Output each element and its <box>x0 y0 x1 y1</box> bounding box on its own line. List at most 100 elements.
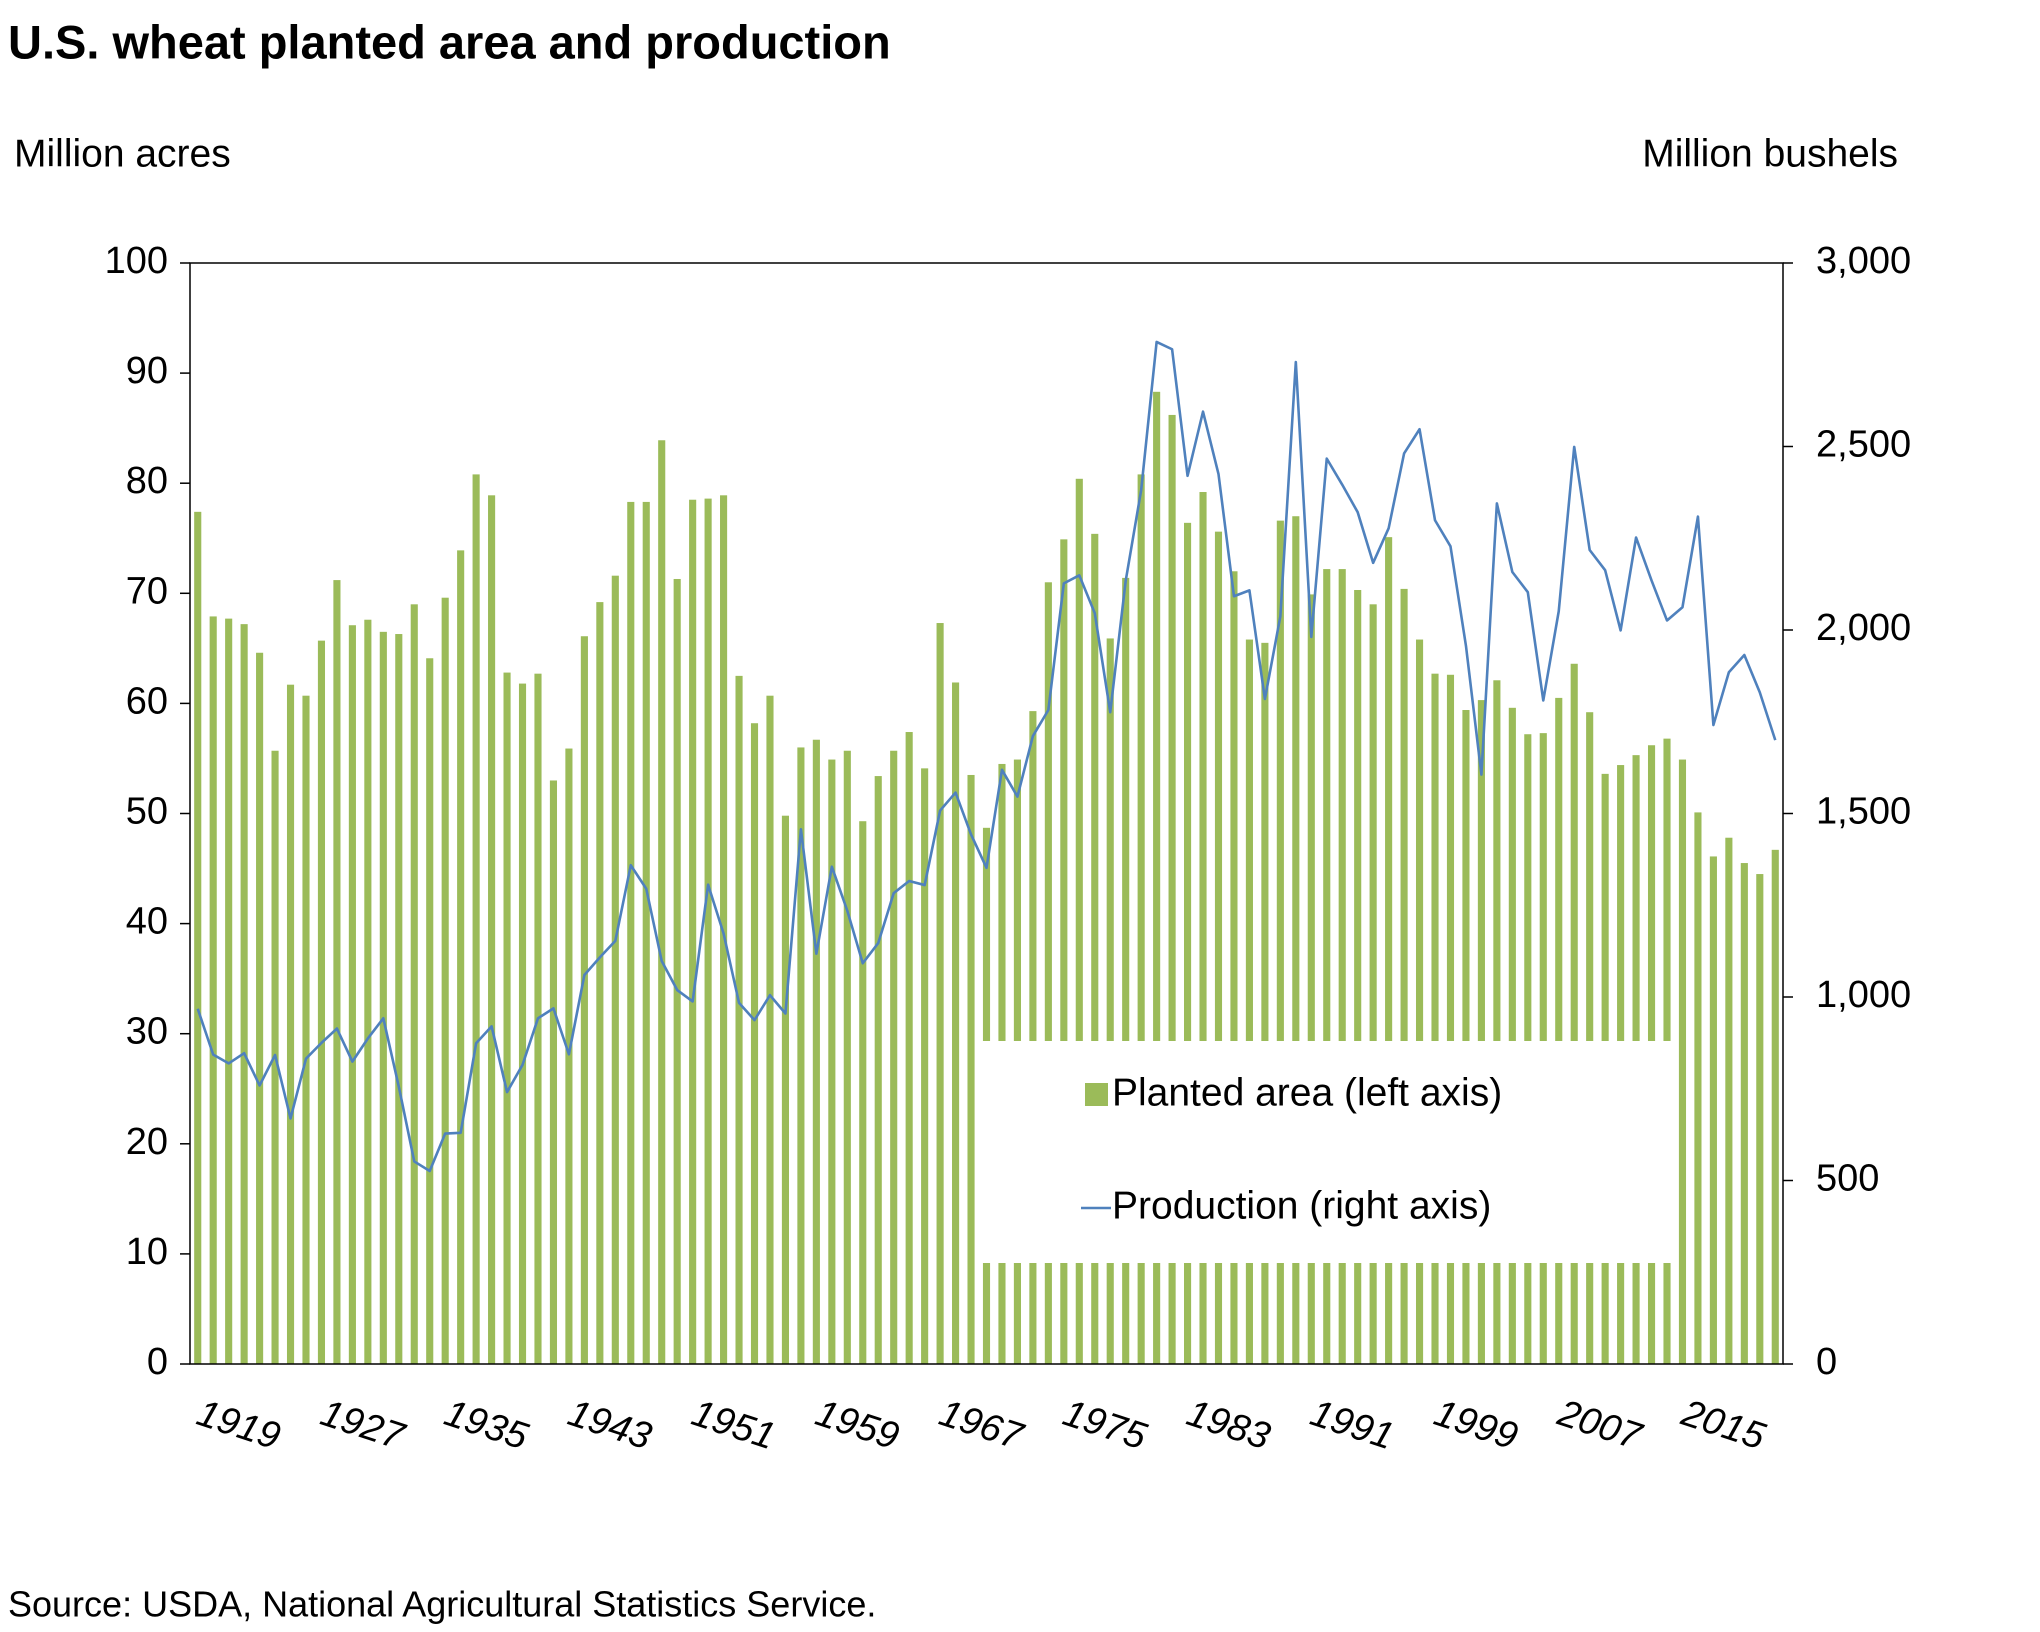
bar <box>1771 849 1779 1364</box>
bar <box>642 501 650 1364</box>
bar <box>658 440 666 1364</box>
bar <box>596 602 604 1364</box>
bar <box>611 575 619 1364</box>
y-tick-label: 60 <box>126 680 168 722</box>
bar <box>1323 569 1331 1364</box>
y-tick-label: 50 <box>126 791 168 833</box>
y2-axis-label: Million bushels <box>1642 132 1898 175</box>
bar <box>1508 707 1516 1364</box>
bar <box>333 580 341 1364</box>
bar <box>1245 639 1253 1364</box>
y2-tick-label: 2,000 <box>1816 607 1911 649</box>
bar <box>1029 711 1037 1364</box>
x-tick-label: 1943 <box>563 1392 656 1458</box>
bar <box>1477 700 1485 1364</box>
bar <box>472 474 480 1365</box>
bar <box>1570 663 1578 1364</box>
bar <box>426 658 434 1364</box>
bar <box>1709 856 1717 1364</box>
y2-tick-label: 1,500 <box>1816 791 1911 833</box>
bar <box>905 732 913 1364</box>
bar <box>1307 594 1315 1364</box>
y2-tick-label: 500 <box>1816 1158 1879 1200</box>
bar <box>240 624 248 1364</box>
bar <box>1586 712 1594 1364</box>
bar <box>828 759 836 1364</box>
y-tick-label: 70 <box>126 570 168 612</box>
bar <box>1462 710 1470 1364</box>
legend-label: Planted area (left axis) <box>1112 1071 1502 1114</box>
plot-frame <box>189 262 1784 1365</box>
bar <box>1694 812 1702 1364</box>
bar <box>457 550 465 1364</box>
x-tick-label: 1999 <box>1429 1392 1522 1458</box>
bar <box>766 695 774 1364</box>
bar <box>1292 516 1300 1364</box>
y-tick-label: 20 <box>126 1121 168 1163</box>
x-tick-label: 1967 <box>934 1392 1029 1459</box>
bar <box>1184 522 1192 1364</box>
bar <box>1060 539 1068 1364</box>
legend-label: Production (right axis) <box>1112 1184 1491 1227</box>
bar <box>395 634 403 1364</box>
bar <box>627 501 635 1364</box>
bar <box>812 739 820 1364</box>
bar <box>317 640 326 1364</box>
bar <box>1678 759 1687 1364</box>
bar <box>1044 582 1052 1364</box>
bar <box>890 750 898 1364</box>
bar <box>859 821 867 1364</box>
x-tick-label: 1919 <box>192 1392 285 1458</box>
bar <box>256 652 264 1364</box>
chart-title: U.S. wheat planted area and production <box>8 15 891 68</box>
x-tick-label: 1927 <box>316 1392 411 1459</box>
x-tick-label: 2007 <box>1552 1392 1648 1459</box>
bar <box>1091 533 1099 1364</box>
bar <box>673 578 681 1364</box>
x-tick-label: 1951 <box>687 1392 780 1458</box>
bar <box>286 684 295 1364</box>
bar <box>1137 474 1145 1365</box>
bar <box>364 619 372 1364</box>
bar <box>1385 537 1393 1364</box>
bar <box>1168 414 1176 1364</box>
x-tick-label: 1983 <box>1182 1392 1275 1458</box>
bar <box>797 747 805 1364</box>
bar <box>1740 863 1748 1364</box>
bar <box>1153 391 1161 1364</box>
bar <box>1446 674 1455 1364</box>
bar <box>781 815 789 1364</box>
bar <box>348 625 356 1364</box>
bar <box>936 623 944 1364</box>
bar <box>565 748 573 1364</box>
y-axis-label: Million acres <box>14 132 231 175</box>
x-tick-label: 1959 <box>810 1392 903 1458</box>
y-tick-label: 40 <box>126 901 168 943</box>
bar <box>921 768 929 1364</box>
bar <box>1400 588 1408 1364</box>
legend-box <box>981 1041 1676 1263</box>
y-tick-label: 90 <box>126 350 168 392</box>
bar <box>441 597 449 1364</box>
bar <box>1725 837 1733 1364</box>
bar <box>1415 639 1424 1364</box>
x-tick-label: 1991 <box>1305 1392 1398 1458</box>
y2-tick-label: 3,000 <box>1816 240 1911 282</box>
bar <box>1493 680 1501 1364</box>
bar <box>1354 589 1362 1364</box>
source-note: Source: USDA, National Agricultural Stat… <box>8 1584 876 1625</box>
bar <box>194 511 202 1364</box>
bar <box>1756 874 1764 1364</box>
bar <box>735 675 743 1364</box>
y-tick-label: 30 <box>126 1011 168 1053</box>
y-tick-label: 100 <box>105 240 168 282</box>
bar <box>488 495 496 1364</box>
bar <box>750 723 759 1364</box>
y-tick-label: 10 <box>126 1231 168 1273</box>
y2-tick-label: 1,000 <box>1816 974 1911 1016</box>
bar <box>225 618 233 1364</box>
bar <box>1431 673 1439 1364</box>
bar <box>952 682 960 1364</box>
